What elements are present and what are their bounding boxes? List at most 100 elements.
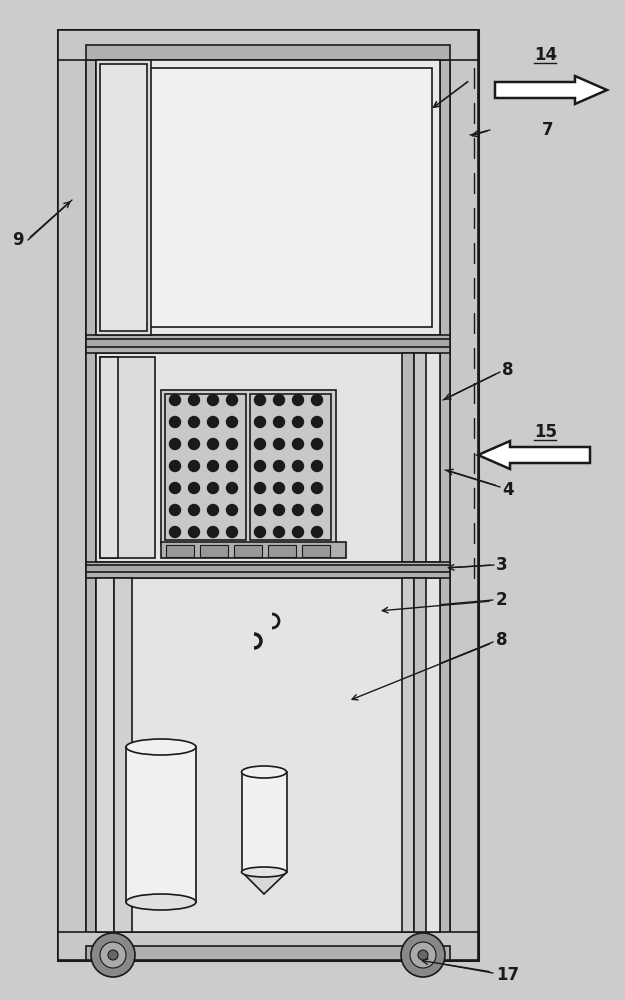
Bar bbox=[86, 335, 450, 353]
Bar bbox=[302, 545, 330, 557]
Circle shape bbox=[274, 460, 284, 472]
Bar bbox=[200, 545, 228, 557]
Circle shape bbox=[311, 394, 322, 406]
Polygon shape bbox=[242, 872, 287, 894]
Bar bbox=[86, 946, 450, 960]
Bar bbox=[450, 30, 478, 960]
Circle shape bbox=[226, 460, 238, 472]
Circle shape bbox=[208, 526, 219, 538]
Circle shape bbox=[254, 526, 266, 538]
Bar bbox=[414, 578, 426, 932]
Circle shape bbox=[401, 933, 445, 977]
Text: 7: 7 bbox=[542, 121, 554, 139]
Circle shape bbox=[169, 438, 181, 450]
Circle shape bbox=[274, 483, 284, 493]
Circle shape bbox=[274, 526, 284, 538]
Circle shape bbox=[169, 460, 181, 472]
Circle shape bbox=[108, 950, 118, 960]
Circle shape bbox=[274, 438, 284, 450]
Circle shape bbox=[189, 526, 199, 538]
Circle shape bbox=[254, 438, 266, 450]
Circle shape bbox=[208, 460, 219, 472]
Circle shape bbox=[169, 504, 181, 516]
Text: 14: 14 bbox=[534, 46, 557, 64]
Bar bbox=[250, 394, 331, 540]
Bar bbox=[96, 353, 440, 562]
Circle shape bbox=[226, 504, 238, 516]
Circle shape bbox=[169, 416, 181, 428]
Circle shape bbox=[208, 438, 219, 450]
Bar bbox=[114, 578, 132, 932]
Text: 4: 4 bbox=[502, 481, 514, 499]
Circle shape bbox=[311, 504, 322, 516]
Ellipse shape bbox=[126, 894, 196, 910]
Bar bbox=[402, 578, 414, 932]
Bar bbox=[268, 545, 296, 557]
Circle shape bbox=[189, 416, 199, 428]
FancyArrow shape bbox=[478, 441, 590, 469]
Text: 9: 9 bbox=[12, 231, 24, 249]
Circle shape bbox=[311, 416, 322, 428]
Circle shape bbox=[311, 460, 322, 472]
Text: 2: 2 bbox=[496, 591, 508, 609]
Bar bbox=[58, 932, 478, 960]
Circle shape bbox=[292, 483, 304, 493]
Ellipse shape bbox=[241, 766, 286, 778]
Bar bbox=[104, 68, 432, 327]
Circle shape bbox=[226, 438, 238, 450]
Circle shape bbox=[169, 394, 181, 406]
Ellipse shape bbox=[126, 739, 196, 755]
Circle shape bbox=[100, 942, 126, 968]
Circle shape bbox=[208, 483, 219, 493]
Text: 8: 8 bbox=[502, 361, 514, 379]
Circle shape bbox=[254, 460, 266, 472]
Circle shape bbox=[292, 504, 304, 516]
Bar bbox=[86, 339, 450, 347]
Bar bbox=[96, 60, 440, 335]
Circle shape bbox=[311, 526, 322, 538]
Circle shape bbox=[274, 504, 284, 516]
Bar bbox=[96, 578, 114, 932]
Circle shape bbox=[418, 950, 428, 960]
Text: 8: 8 bbox=[496, 631, 508, 649]
Circle shape bbox=[311, 438, 322, 450]
Circle shape bbox=[169, 483, 181, 493]
Circle shape bbox=[254, 416, 266, 428]
Bar bbox=[440, 30, 450, 960]
Bar bbox=[58, 30, 478, 960]
Circle shape bbox=[189, 460, 199, 472]
Bar bbox=[86, 562, 450, 578]
Circle shape bbox=[189, 504, 199, 516]
Bar bbox=[161, 390, 336, 544]
Circle shape bbox=[226, 526, 238, 538]
Circle shape bbox=[254, 394, 266, 406]
Bar bbox=[86, 45, 450, 60]
Circle shape bbox=[292, 460, 304, 472]
Circle shape bbox=[254, 504, 266, 516]
Text: 17: 17 bbox=[496, 966, 519, 984]
Text: 3: 3 bbox=[496, 556, 508, 574]
Bar bbox=[165, 394, 246, 540]
Ellipse shape bbox=[241, 867, 286, 877]
Bar bbox=[100, 357, 118, 558]
Circle shape bbox=[410, 942, 436, 968]
Circle shape bbox=[226, 416, 238, 428]
Circle shape bbox=[254, 483, 266, 493]
Circle shape bbox=[311, 483, 322, 493]
Circle shape bbox=[292, 438, 304, 450]
Bar bbox=[234, 545, 262, 557]
Circle shape bbox=[226, 483, 238, 493]
Text: 15: 15 bbox=[534, 423, 557, 441]
Bar bbox=[161, 542, 346, 558]
FancyArrow shape bbox=[495, 76, 607, 104]
Bar bbox=[414, 353, 426, 562]
Bar bbox=[96, 578, 440, 932]
Circle shape bbox=[208, 394, 219, 406]
Circle shape bbox=[208, 504, 219, 516]
Bar bbox=[86, 30, 96, 960]
Bar bbox=[402, 353, 414, 562]
Bar bbox=[86, 565, 450, 572]
Bar bbox=[166, 545, 194, 557]
Circle shape bbox=[189, 394, 199, 406]
Bar bbox=[58, 30, 86, 960]
